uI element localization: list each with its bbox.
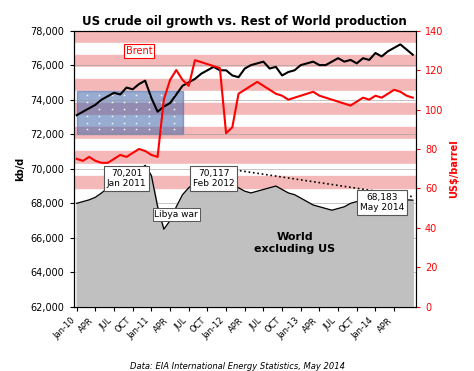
Bar — [73, 127, 416, 139]
Text: World
excluding US: World excluding US — [254, 232, 335, 254]
Bar — [73, 79, 416, 91]
Bar — [73, 151, 416, 164]
Bar — [73, 115, 416, 127]
Y-axis label: kb/d: kb/d — [15, 157, 25, 181]
Bar — [73, 30, 416, 43]
Bar — [73, 175, 416, 188]
Title: US crude oil growth vs. Rest of World production: US crude oil growth vs. Rest of World pr… — [82, 15, 407, 28]
Text: 70,117
Feb 2012: 70,117 Feb 2012 — [193, 169, 235, 188]
Bar — [73, 67, 416, 79]
Text: Data: EIA International Energy Statistics, May 2014: Data: EIA International Energy Statistic… — [129, 362, 345, 371]
Bar — [73, 139, 416, 151]
Bar — [73, 55, 416, 67]
Text: Libya war: Libya war — [155, 210, 198, 219]
Bar — [73, 103, 416, 115]
Bar — [73, 91, 416, 103]
Bar — [73, 43, 416, 55]
Text: 70,201
Jan 2011: 70,201 Jan 2011 — [107, 169, 146, 188]
Text: 68,183
May 2014: 68,183 May 2014 — [360, 193, 404, 212]
Text: Brent: Brent — [126, 46, 152, 56]
Y-axis label: US$/barrel: US$/barrel — [449, 139, 459, 198]
Bar — [73, 164, 416, 175]
